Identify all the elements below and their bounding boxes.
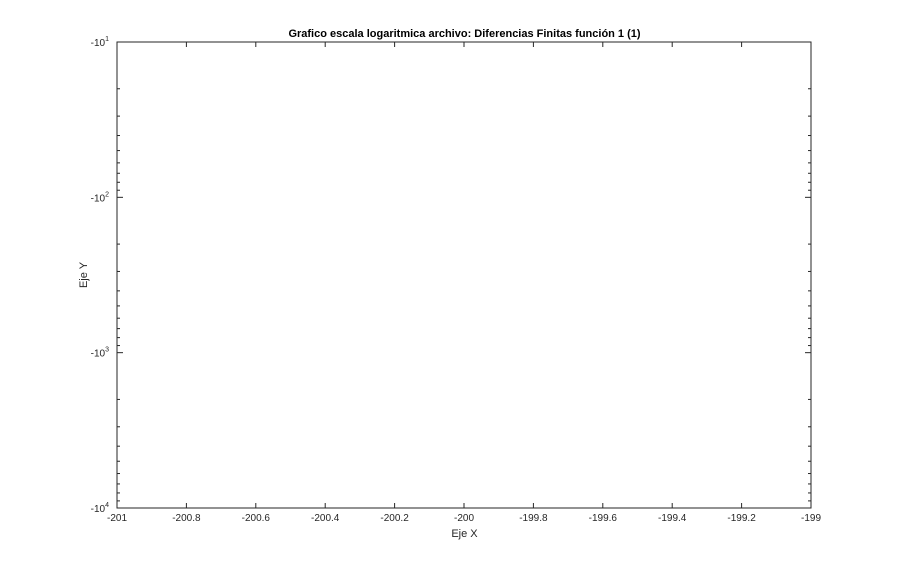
x-tick-label: -201 xyxy=(107,513,127,524)
x-tick-label: -200.2 xyxy=(380,513,409,524)
x-tick-label: -199 xyxy=(801,513,821,524)
x-tick-label: -199.2 xyxy=(727,513,756,524)
y-tick-label: -104 xyxy=(91,502,109,515)
chart-title: Grafico escala logaritmica archivo: Dife… xyxy=(288,28,640,40)
x-tick-label: -199.4 xyxy=(658,513,687,524)
x-axis-label: Eje X xyxy=(451,528,478,540)
x-axis-ticks: -201 -200.8 -200.6 -200.4 -200.2 -200 -199.8 -1… xyxy=(107,42,821,524)
x-tick-label: -200.6 xyxy=(242,513,271,524)
x-tick-label: -199.8 xyxy=(519,513,548,524)
x-tick-label: -200 xyxy=(454,513,474,524)
x-tick-label: -199.6 xyxy=(589,513,618,524)
y-tick-label: -101 xyxy=(91,36,109,49)
x-tick-label: -200.4 xyxy=(311,513,340,524)
y-tick-label: -102 xyxy=(91,191,109,204)
plot-area xyxy=(116,41,812,509)
x-tick-label: -200.8 xyxy=(172,513,201,524)
y-axis-ticks: -101 -102 -103 -104 xyxy=(91,36,811,515)
y-axis-label: Eje Y xyxy=(78,261,90,288)
y-tick-label: -103 xyxy=(91,347,109,360)
